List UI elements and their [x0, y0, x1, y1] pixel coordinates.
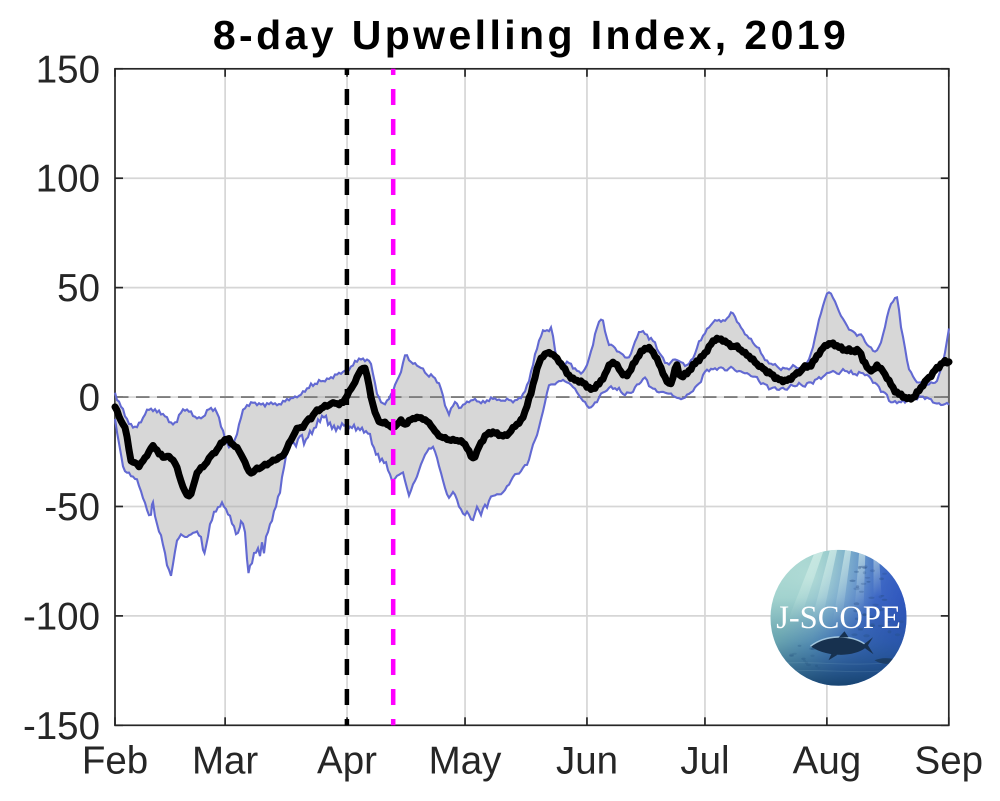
svg-text:J-SCOPE: J-SCOPE [776, 600, 901, 636]
svg-text:Jun: Jun [556, 740, 618, 783]
svg-text:Sep: Sep [915, 740, 984, 783]
svg-text:-150: -150 [23, 705, 100, 748]
svg-text:50: 50 [57, 267, 100, 310]
svg-text:150: 150 [36, 48, 100, 91]
svg-text:Apr: Apr [317, 740, 377, 783]
svg-text:0: 0 [79, 377, 100, 420]
svg-text:-100: -100 [23, 595, 100, 638]
svg-text:Jul: Jul [680, 740, 729, 783]
svg-text:Aug: Aug [793, 740, 862, 783]
svg-text:Feb: Feb [82, 740, 148, 783]
svg-text:May: May [429, 740, 502, 783]
svg-text:100: 100 [36, 158, 100, 201]
svg-text:Mar: Mar [192, 740, 258, 783]
svg-text:-50: -50 [44, 486, 100, 529]
svg-text:8-day Upwelling Index, 2019: 8-day Upwelling Index, 2019 [213, 12, 849, 58]
